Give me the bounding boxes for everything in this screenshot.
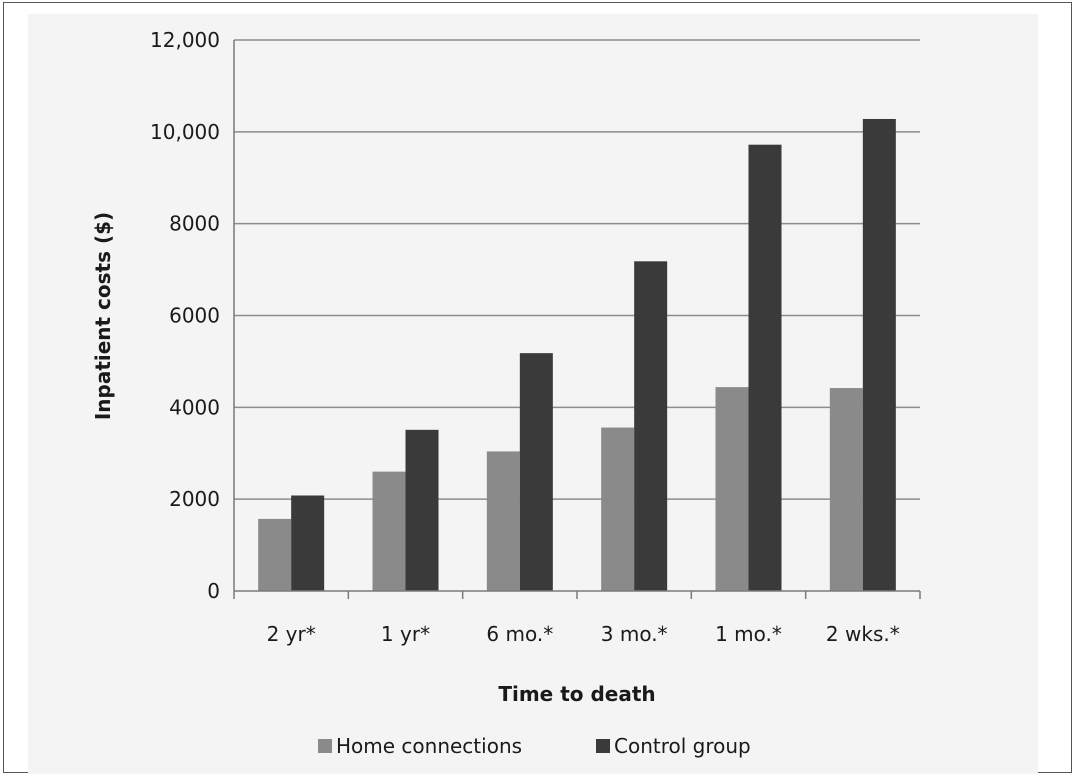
bar-control-group [634,261,668,591]
legend: Home connections Control group [318,734,751,758]
x-tick-label: 1 mo.* [715,622,782,646]
x-axis-title: Time to death [498,682,655,706]
axes [233,40,921,599]
bars [258,118,896,591]
bar-control-group [862,118,896,591]
y-axis-title: Inpatient costs ($) [91,212,115,420]
bar-control-group [405,429,439,591]
bar-control-group [519,353,553,591]
bar-home-connections [829,388,863,591]
legend-label: Control group [614,734,751,758]
legend-swatch [596,739,610,753]
bar-home-connections [258,518,292,591]
legend-label: Home connections [336,734,522,758]
y-tick-label: 10,000 [150,120,220,144]
y-tick-label: 6000 [169,304,220,328]
bar-home-connections [601,427,635,591]
x-tick-label: 3 mo.* [601,622,668,646]
y-tick-label: 2000 [169,487,220,511]
legend-swatch [318,739,332,753]
y-tick-label: 0 [207,579,220,603]
bar-control-group [291,495,325,591]
bar-home-connections [715,387,749,591]
y-tick-label: 12,000 [150,28,220,52]
x-tick-label: 2 yr* [267,622,316,646]
y-tick-labels: 0 2000 4000 6000 8000 10,000 12,000 [150,28,220,603]
bar-control-group [748,144,782,591]
x-tick-label: 6 mo.* [486,622,553,646]
bar-home-connections [372,471,406,591]
y-tick-label: 4000 [169,395,220,419]
x-tick-label: 1 yr* [381,622,430,646]
gridlines [234,39,920,500]
x-tick-label: 2 wks.* [826,622,900,646]
x-tick-labels: 2 yr* 1 yr* 6 mo.* 3 mo.* 1 mo.* 2 wks.* [267,622,900,646]
y-tick-label: 8000 [169,212,220,236]
bar-home-connections [486,451,520,591]
